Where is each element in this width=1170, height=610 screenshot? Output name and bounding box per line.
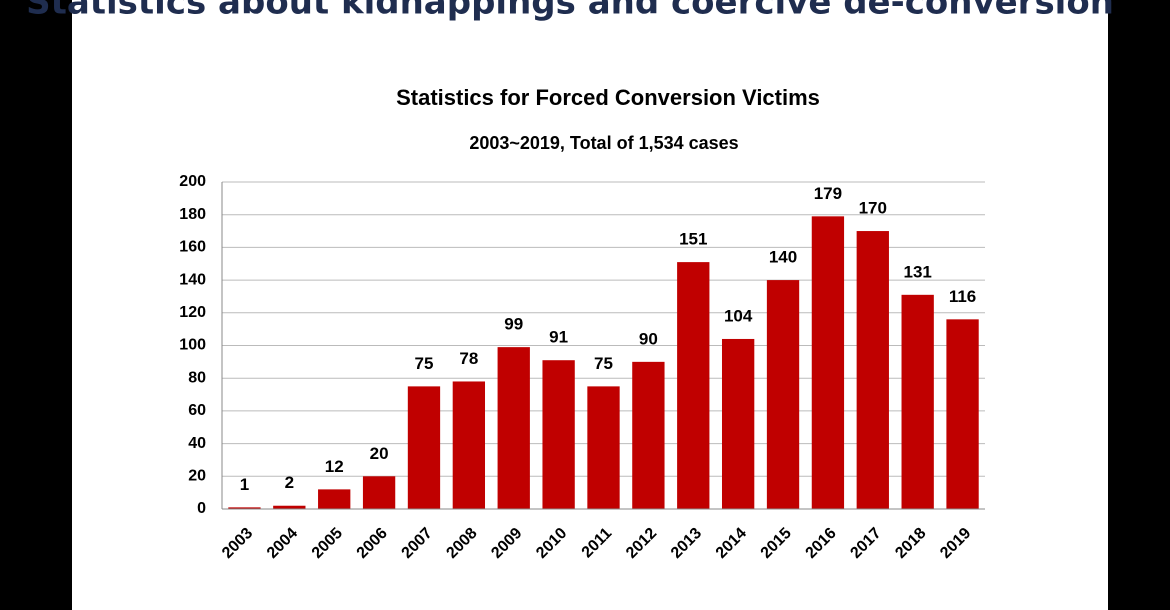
value-label: 75 (594, 354, 613, 373)
bar (811, 216, 845, 509)
y-tick-label: 60 (188, 402, 206, 419)
y-tick-label: 140 (179, 271, 206, 288)
value-label: 90 (639, 329, 658, 348)
bar (318, 489, 351, 509)
value-label: 12 (325, 457, 344, 476)
value-label: 151 (679, 230, 707, 249)
value-label: 131 (903, 262, 931, 281)
y-tick-label: 120 (179, 304, 206, 321)
bar (632, 361, 665, 509)
bar (856, 231, 889, 510)
value-label: 104 (724, 306, 753, 325)
chart-title: Statistics for Forced Conversion Victims (396, 85, 820, 110)
bar (452, 381, 486, 509)
y-tick-label: 180 (179, 206, 206, 223)
value-label: 116 (949, 287, 976, 306)
bar (542, 360, 575, 509)
value-label: 140 (769, 248, 797, 267)
y-tick-label: 100 (179, 337, 206, 354)
y-tick-label: 200 (179, 173, 206, 190)
bar (362, 476, 396, 509)
value-label: 2 (285, 473, 294, 492)
value-label: 179 (814, 184, 842, 203)
bar (677, 262, 710, 509)
bar (407, 386, 441, 509)
value-label: 75 (415, 354, 434, 373)
value-label: 99 (504, 315, 523, 334)
value-label: 170 (859, 199, 887, 218)
value-label: 20 (370, 444, 389, 463)
y-tick-label: 0 (197, 500, 206, 517)
y-tick-label: 80 (188, 369, 206, 386)
y-tick-label: 20 (188, 468, 206, 485)
y-tick-label: 40 (188, 435, 206, 452)
bar (766, 280, 800, 509)
bar (587, 386, 620, 509)
bar (228, 507, 261, 509)
bar (721, 338, 755, 509)
bar (901, 294, 934, 509)
value-label: 91 (549, 328, 568, 347)
bar (497, 347, 530, 509)
slide-heading: Statistics about kidnappings and coerciv… (26, 0, 1114, 23)
value-label: 1 (240, 475, 249, 494)
bar (273, 505, 306, 509)
chart-subtitle: 2003~2019, Total of 1,534 cases (469, 133, 738, 153)
value-label: 78 (459, 349, 478, 368)
bar (946, 319, 979, 509)
y-tick-label: 160 (179, 239, 206, 256)
